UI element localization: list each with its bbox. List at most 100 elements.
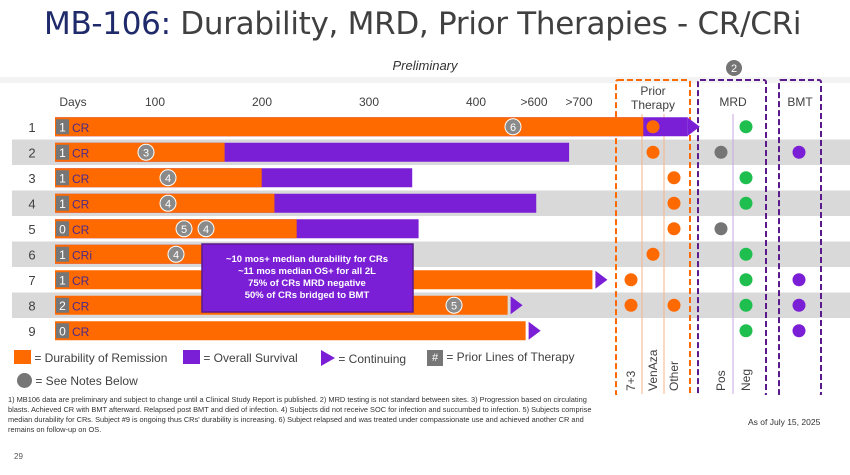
continuing-arrow [528, 321, 541, 340]
prior-lines-value: 1 [59, 248, 66, 262]
mrd-negative-dot [739, 171, 753, 185]
note-number: 4 [173, 249, 179, 261]
continuing-arrow [510, 296, 523, 315]
prior-therapy-dot [667, 171, 681, 185]
prior-therapy-dot [646, 247, 660, 261]
remission-bar [55, 321, 526, 341]
prior-lines-badge [56, 119, 69, 135]
mrd-negative-dot [739, 273, 753, 287]
note-circle [159, 169, 177, 187]
remission-bar [55, 117, 644, 137]
title-prefix: MB-106: [44, 6, 171, 42]
summary-callout-line: 75% of CRs MRD negative [248, 278, 366, 289]
note-circle [159, 194, 177, 212]
prior-therapy-dot [624, 298, 638, 312]
legend-remission: = Durability of Remission [14, 350, 167, 365]
note-circle [504, 118, 522, 136]
prior-therapy-frame [615, 79, 691, 395]
mrd-col-label: Pos [714, 370, 728, 391]
summary-callout-line: ~10 mos+ median durability for CRs [226, 254, 388, 265]
legend-notes: = See Notes Below [17, 373, 138, 388]
summary-callout-box [201, 243, 414, 313]
response-label: CR [72, 172, 90, 186]
subject-number: 3 [28, 171, 35, 186]
prior-lines-badge [56, 246, 69, 262]
note-circle [197, 220, 215, 238]
note-number: 5 [181, 224, 187, 236]
bmt-dot [792, 298, 806, 312]
response-label: CR [72, 223, 90, 237]
bmt-dot [792, 273, 806, 287]
prior-lines-value: 1 [59, 146, 66, 160]
page-number: 29 [14, 452, 23, 461]
legend-notes-circle [17, 373, 32, 388]
title-rest: Durability, MRD, Prior Therapies - CR/CR… [170, 6, 802, 42]
legend-remission-label: = Durability of Remission [34, 351, 168, 365]
prior-therapy-dot [667, 196, 681, 210]
prior-therapy-dot [667, 298, 681, 312]
prior-therapy-header-line2: Therapy [631, 98, 675, 112]
subject-number: 7 [28, 273, 35, 288]
bmt-dot [792, 324, 806, 338]
legend-survival: = Overall Survival [183, 350, 298, 365]
mrd-negative-dot [739, 324, 753, 338]
prior-lines-badge [56, 195, 69, 211]
prior-therapy-dot [646, 145, 660, 159]
prior-lines-badge [56, 221, 69, 237]
mrd-negative-dot [739, 247, 753, 261]
subject-number: 2 [28, 145, 35, 160]
note-circle [167, 245, 185, 263]
x-tick-label: 200 [252, 95, 272, 109]
prior-lines-badge [56, 323, 69, 339]
legend-continuing: = Continuing [321, 350, 406, 366]
summary-callout-line: ~11 mos median OS+ for all 2L [238, 266, 376, 277]
note-circle [175, 220, 193, 238]
prior-lines-badge [56, 170, 69, 186]
continuing-arrow [687, 117, 700, 136]
prior-lines-value: 0 [59, 324, 66, 338]
prior-therapy-dot [624, 273, 638, 287]
prior-lines-badge [56, 297, 69, 313]
prior-lines-value: 0 [59, 222, 66, 236]
continuing-arrow [595, 270, 608, 289]
legend-survival-swatch [183, 350, 200, 364]
subject-number: 9 [28, 324, 35, 339]
footnotes: 1) MB106 data are preliminary and subjec… [8, 395, 592, 434]
prior-col-label: VenAza [646, 349, 660, 391]
prior-col-label: Other [667, 361, 681, 391]
mrd-note-number: 2 [731, 63, 737, 75]
slide-title: MB-106: Durability, MRD, Prior Therapies… [44, 6, 801, 42]
legend-continuing-label: = Continuing [338, 352, 407, 366]
mrd-positive-dot [714, 222, 728, 236]
bmt-dot [792, 145, 806, 159]
mrd-positive-dot [714, 145, 728, 159]
response-label: CR [72, 299, 90, 313]
x-tick-label: 400 [466, 95, 486, 109]
prior-lines-value: 1 [59, 197, 66, 211]
subject-number: 5 [28, 222, 35, 237]
subject-number: 1 [28, 120, 35, 135]
mrd-note-circle [726, 60, 742, 76]
header-divider [0, 77, 850, 83]
note-number: 4 [165, 198, 171, 210]
mrd-col-label: Neg [739, 369, 753, 391]
prior-therapy-dot [646, 120, 660, 134]
note-number: 5 [451, 300, 457, 312]
prior-lines-value: 1 [59, 171, 66, 185]
response-label: CR [72, 325, 90, 339]
bmt-header: BMT [787, 95, 813, 109]
note-number: 3 [143, 147, 149, 159]
remission-bar [55, 168, 262, 188]
legend-continuing-arrow-icon [321, 350, 335, 366]
prior-col-label: 7+3 [624, 370, 638, 391]
bmt-frame [778, 79, 822, 395]
mrd-header: MRD [719, 95, 747, 109]
prior-therapy-dot [667, 222, 681, 236]
response-label: CRi [72, 248, 92, 262]
prior-lines-badge [56, 144, 69, 160]
prior-lines-badge [56, 272, 69, 288]
legend-remission-swatch [14, 350, 31, 364]
note-number: 6 [510, 122, 516, 134]
prior-lines-value: 1 [59, 273, 66, 287]
x-tick-label: 300 [359, 95, 379, 109]
